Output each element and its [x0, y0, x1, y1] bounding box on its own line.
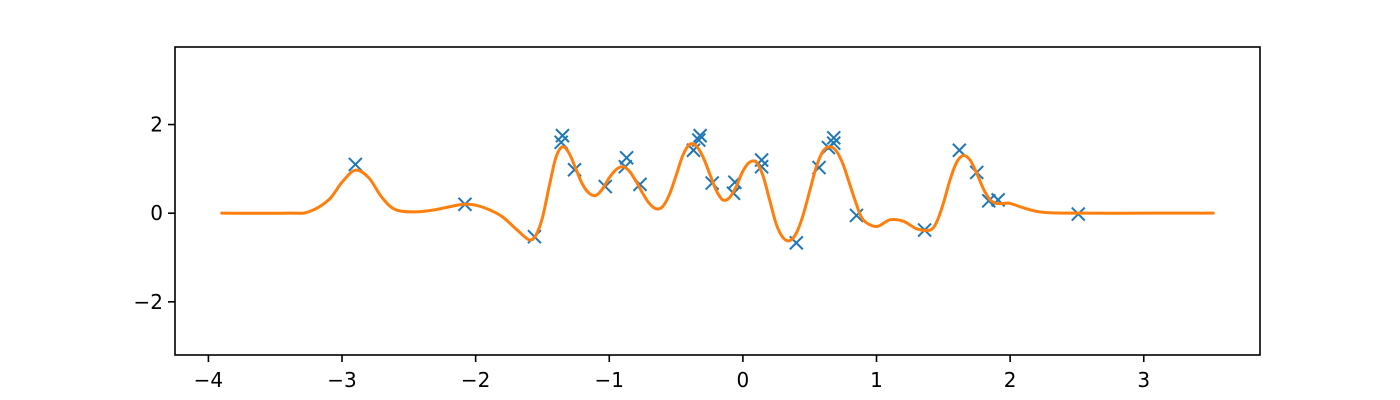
x-tick-label: −2	[461, 368, 490, 392]
x-tick-label: 1	[870, 368, 883, 392]
plot-area	[220, 128, 1215, 251]
x-tick-label: −1	[595, 368, 624, 392]
x-tick-label: −4	[194, 368, 223, 392]
axes-frame	[174, 46, 1261, 356]
y-tick-label: −2	[134, 290, 163, 314]
data-point-marker	[849, 208, 864, 223]
data-point-marker	[826, 130, 841, 146]
data-point-marker	[348, 157, 363, 172]
x-tick-label: −3	[327, 368, 356, 392]
y-tick-label: 2	[150, 113, 163, 137]
axes: −4 −3 −2 −1 0 1 2 3 −2 0 2	[134, 113, 1151, 392]
data-point-marker	[555, 128, 570, 143]
x-tick-label: 3	[1137, 368, 1150, 392]
y-tick-label: 0	[150, 201, 163, 225]
data-point-marker	[692, 128, 708, 143]
data-point-marker	[619, 150, 634, 165]
fit-curve-line	[220, 142, 1215, 243]
x-tick-label: 0	[737, 368, 750, 392]
x-tick-label: 2	[1004, 368, 1017, 392]
